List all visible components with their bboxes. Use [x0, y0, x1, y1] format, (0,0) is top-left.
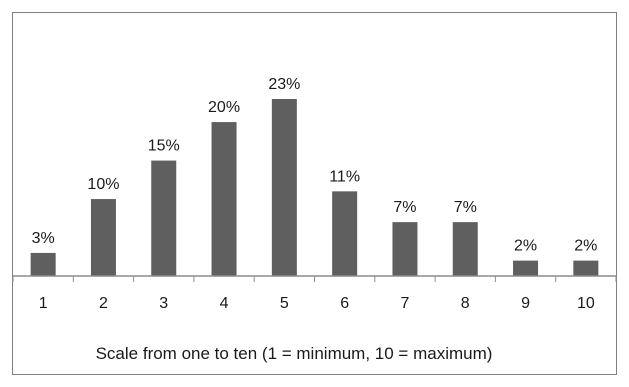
- tick-label-7: 7: [400, 295, 409, 312]
- bar-1: [30, 252, 56, 276]
- bar-8: [452, 222, 478, 276]
- data-label-1: 3%: [32, 230, 55, 247]
- tick-label-4: 4: [220, 295, 229, 312]
- data-label-7: 7%: [393, 199, 416, 216]
- bar-10: [573, 260, 599, 276]
- bar-4: [211, 122, 237, 276]
- x-ticks-group: [12, 276, 617, 282]
- data-label-3: 15%: [148, 138, 180, 155]
- tick-label-8: 8: [461, 295, 470, 312]
- data-label-2: 10%: [87, 176, 119, 193]
- tick-label-5: 5: [280, 295, 289, 312]
- bar-9: [513, 260, 539, 276]
- tick-label-6: 6: [340, 295, 349, 312]
- data-label-5: 23%: [268, 76, 300, 93]
- data-labels-group: 3% 10% 15% 20% 23% 11% 7% 7% 2% 2%: [32, 76, 598, 255]
- tick-label-2: 2: [99, 295, 108, 312]
- bar-5: [271, 99, 297, 276]
- data-label-6: 11%: [329, 168, 360, 185]
- x-axis-title: Scale from one to ten (1 = minimum, 10 =…: [96, 344, 493, 363]
- bar-7: [392, 222, 418, 276]
- data-label-8: 7%: [454, 199, 477, 216]
- bars-group: [30, 99, 599, 276]
- tick-label-10: 10: [577, 295, 595, 312]
- x-tick-labels-group: 1 2 3 4 5 6 7 8 9 10: [39, 295, 595, 312]
- bar-6: [332, 191, 358, 276]
- data-label-10: 2%: [574, 238, 597, 255]
- tick-label-9: 9: [521, 295, 530, 312]
- tick-label-3: 3: [159, 295, 168, 312]
- tick-label-1: 1: [39, 295, 48, 312]
- data-label-4: 20%: [208, 99, 240, 116]
- bar-3: [151, 160, 177, 276]
- bar-2: [90, 199, 116, 276]
- data-label-9: 2%: [514, 238, 537, 255]
- chart-frame: [12, 12, 617, 375]
